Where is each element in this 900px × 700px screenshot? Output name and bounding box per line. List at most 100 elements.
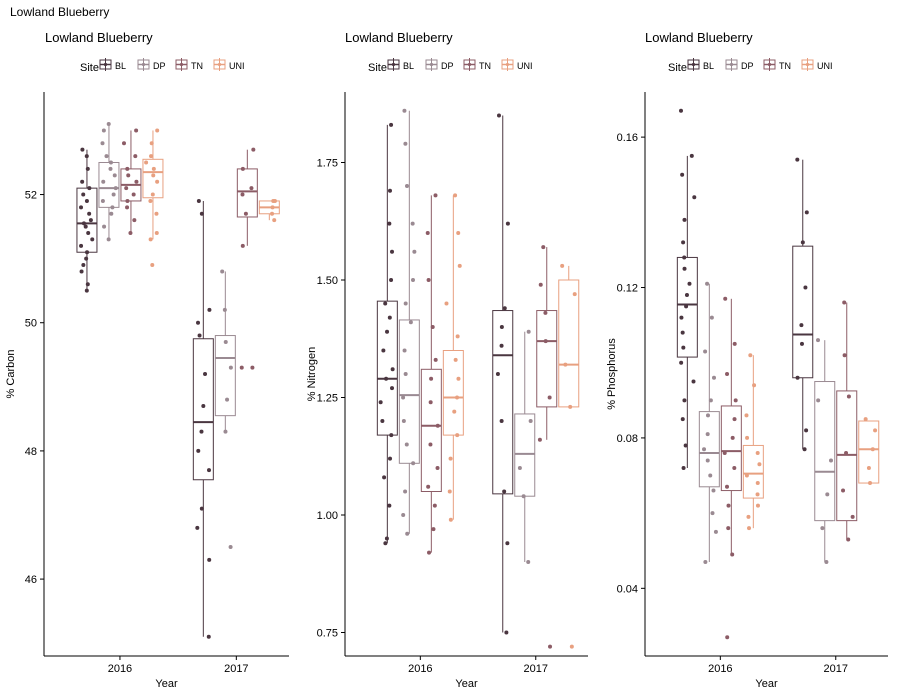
data-point [682, 255, 687, 260]
data-point [270, 205, 275, 210]
data-point [682, 266, 687, 271]
data-point [453, 357, 458, 362]
y-tick-label: 0.75 [317, 628, 338, 640]
data-point [84, 288, 89, 293]
legend-label-uni: UNI [517, 61, 533, 71]
data-point [846, 394, 851, 399]
data-point [112, 173, 117, 178]
data-point [80, 179, 85, 184]
data-point [125, 198, 130, 203]
data-point [101, 128, 106, 133]
data-point [380, 419, 385, 423]
legend-key-uni [801, 58, 814, 71]
data-point [124, 186, 129, 191]
data-point [403, 301, 408, 306]
data-point [79, 269, 84, 274]
y-tick-label: 46 [25, 574, 37, 586]
data-point [90, 237, 95, 242]
legend-key-dot [391, 62, 396, 67]
data-point [389, 433, 394, 438]
data-point [408, 320, 413, 325]
data-point [846, 537, 851, 542]
data-point [681, 345, 686, 350]
data-point [84, 154, 89, 159]
legend-key-tn [175, 58, 188, 71]
data-point [732, 466, 737, 470]
data-point [456, 231, 461, 235]
data-point [526, 329, 531, 334]
data-point [502, 306, 507, 311]
panel-title: Lowland Blueberry [645, 30, 753, 45]
data-point [240, 192, 245, 197]
data-point [495, 372, 500, 376]
data-point [87, 186, 92, 191]
data-point [745, 435, 750, 440]
data-point [431, 527, 436, 532]
legend-title: Site [80, 62, 99, 74]
box-iqr [398, 319, 420, 464]
data-point [388, 456, 393, 461]
data-point [795, 375, 800, 380]
box-dp-2016 [698, 281, 720, 564]
data-point [428, 442, 433, 447]
data-point [703, 349, 708, 354]
data-point [705, 413, 710, 418]
y-tick-label: 1.00 [317, 510, 338, 522]
data-point [755, 503, 760, 508]
data-point [850, 514, 855, 519]
legend-key-dp [725, 58, 738, 71]
data-point [228, 365, 233, 370]
y-tick-label: 52 [25, 190, 37, 202]
data-point [755, 492, 760, 497]
box-iqr [236, 168, 258, 218]
legend-key-dot [141, 62, 146, 67]
data-point [710, 511, 715, 516]
y-tick-label: 0.12 [617, 283, 638, 295]
data-point [456, 376, 461, 381]
data-point [711, 375, 716, 380]
x-tick-label: 2017 [224, 663, 248, 675]
data-point [225, 397, 230, 402]
data-point [723, 296, 728, 301]
y-axis-label: % Phosphorus [606, 338, 618, 410]
data-point [196, 448, 201, 453]
legend-label-tn: TN [191, 61, 203, 71]
data-point [569, 644, 574, 649]
legend-key-uni [213, 58, 226, 71]
data-point [106, 237, 111, 242]
y-tick-label: 1.50 [317, 275, 338, 287]
data-point [207, 307, 212, 312]
data-point [747, 526, 752, 531]
x-tick-label: 2016 [408, 663, 432, 675]
box-iqr [742, 444, 764, 499]
data-point [84, 198, 89, 203]
data-point [730, 435, 735, 440]
legend-key-bl [387, 58, 400, 71]
box-iqr [492, 310, 514, 495]
box-dp-2017 [214, 269, 236, 550]
data-point [387, 315, 392, 320]
legend-label-bl: BL [115, 61, 126, 71]
data-point [86, 231, 91, 235]
data-point [104, 154, 109, 159]
data-point [726, 526, 731, 531]
x-tick-label: 2017 [824, 663, 848, 675]
box-tn-2017 [836, 300, 858, 542]
chart-panel-2: Lowland Blueberry Site BL DP TN UNI 0.75 1.00 1.… [306, 30, 588, 690]
box-uni-2017 [858, 417, 880, 486]
data-point [705, 432, 710, 437]
data-point [725, 635, 730, 640]
chart-panel-1: Lowland Blueberry Site BL DP TN UNI 46 48 50 52 20… [5, 30, 289, 690]
data-point [387, 503, 392, 508]
data-point [240, 166, 245, 171]
data-point [81, 263, 86, 268]
data-point [744, 413, 749, 418]
legend-key-bl [99, 58, 112, 71]
data-point [726, 503, 731, 508]
data-point [239, 365, 244, 370]
box-iqr [376, 300, 398, 436]
data-point [108, 160, 113, 165]
box-iqr [192, 338, 214, 481]
data-point [149, 154, 154, 159]
data-point [223, 339, 228, 344]
